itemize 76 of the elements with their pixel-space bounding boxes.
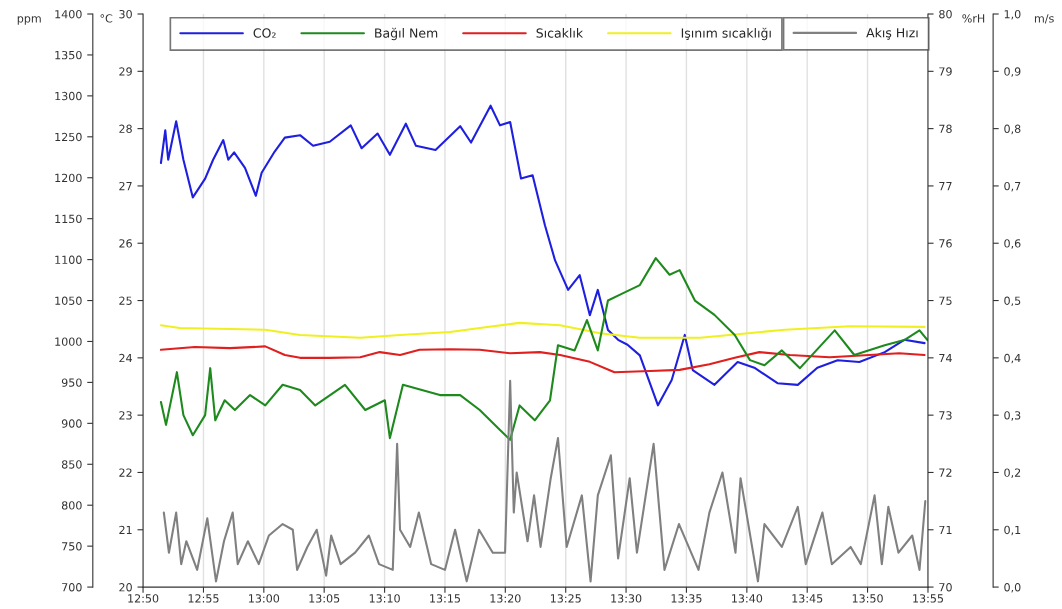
x-tick-label: 12:55 bbox=[188, 594, 219, 603]
y3-tick-label: 71 bbox=[939, 525, 952, 534]
y-tick-label: 0,9 bbox=[1004, 67, 1021, 77]
legend-label: CO₂ bbox=[253, 28, 276, 38]
y2-tick-label: 24 bbox=[119, 353, 133, 363]
y-tick-label: 750 bbox=[62, 542, 82, 551]
y2-tick-label: 28 bbox=[119, 124, 132, 133]
y3-tick-label: 74 bbox=[939, 353, 952, 363]
x-tick-label: 13:35 bbox=[671, 594, 702, 603]
y2-tick-label: 25 bbox=[119, 296, 132, 305]
line-series bbox=[159, 345, 926, 374]
line-series bbox=[159, 257, 928, 441]
y2-tick-label: 29 bbox=[119, 67, 132, 76]
y-tick-label: 1000 bbox=[55, 337, 82, 346]
y2-tick-label: 20 bbox=[119, 583, 132, 592]
y-tick-label: 1200 bbox=[55, 173, 82, 183]
y-axis-title: m/s bbox=[1034, 14, 1054, 24]
x-tick-label: 13:10 bbox=[369, 594, 400, 603]
legend-label: Sıcaklık bbox=[536, 28, 584, 38]
legend-label: Işınım sıcaklığı bbox=[681, 27, 771, 41]
line-series bbox=[159, 104, 926, 407]
y-tick-label: 950 bbox=[61, 378, 82, 387]
y2-tick-label: 27 bbox=[119, 181, 132, 191]
y-tick-label: 1050 bbox=[55, 296, 82, 305]
line-series bbox=[159, 321, 926, 339]
x-tick-label: 13:45 bbox=[792, 594, 823, 603]
legend-label: Bağıl Nem bbox=[375, 27, 438, 41]
y-tick-label: 1400 bbox=[55, 9, 82, 19]
y2-tick-label: 21 bbox=[119, 525, 132, 534]
y-axis-title: ppm bbox=[17, 16, 41, 25]
x-tick-label: 13:00 bbox=[249, 594, 280, 603]
y-tick-label: 1100 bbox=[55, 255, 82, 264]
y-tick-label: 0,5 bbox=[1004, 296, 1021, 307]
x-tick-label: 13:25 bbox=[550, 594, 581, 603]
y-tick-label: 0,2 bbox=[1004, 468, 1021, 478]
y2-tick-label: 30 bbox=[119, 9, 132, 19]
y-tick-label: 850 bbox=[61, 460, 82, 469]
y-tick-label: 1150 bbox=[55, 214, 82, 224]
x-tick-label: 13:30 bbox=[611, 594, 642, 603]
y2-axis-title: °C bbox=[100, 14, 113, 23]
y3-tick-label: 76 bbox=[939, 239, 952, 248]
y-tick-label: 800 bbox=[61, 501, 82, 510]
y3-tick-label: 73 bbox=[939, 411, 952, 420]
y-tick-label: 0,3 bbox=[1004, 411, 1021, 421]
x-tick-label: 13:55 bbox=[913, 594, 944, 603]
x-tick-label: 12:50 bbox=[128, 594, 159, 603]
y-tick-label: 900 bbox=[61, 419, 82, 428]
x-tick-label: 13:15 bbox=[430, 594, 460, 603]
x-tick-label: 13:05 bbox=[309, 594, 340, 603]
y-tick-label: 0,6 bbox=[1004, 239, 1021, 249]
y3-tick-label: 72 bbox=[939, 468, 952, 477]
x-tick-label: 13:40 bbox=[732, 594, 763, 603]
y-tick-label: 0,1 bbox=[1004, 525, 1021, 536]
y3-tick-label: 78 bbox=[939, 124, 952, 133]
y-tick-label: 1250 bbox=[55, 132, 82, 142]
y3-tick-label: 77 bbox=[939, 182, 952, 191]
y-tick-label: 1,0 bbox=[1004, 9, 1021, 20]
y-tick-label: 1300 bbox=[55, 91, 82, 101]
y-tick-label: 0,8 bbox=[1004, 124, 1021, 135]
y-tick-label: 1350 bbox=[55, 50, 82, 60]
y-tick-label: 0,4 bbox=[1004, 353, 1021, 364]
y3-tick-label: 75 bbox=[939, 296, 952, 305]
y3-tick-label: 80 bbox=[939, 9, 952, 19]
y2-tick-label: 26 bbox=[119, 239, 132, 248]
y3-tick-label: 70 bbox=[939, 583, 952, 592]
x-tick-label: 13:20 bbox=[490, 594, 521, 603]
y2-tick-label: 22 bbox=[119, 468, 132, 477]
x-tick-label: 13:50 bbox=[852, 594, 883, 603]
y-tick-label: 0,0 bbox=[1004, 583, 1021, 593]
line-series bbox=[162, 379, 927, 583]
y3-axis-title: %rH bbox=[962, 14, 985, 23]
y2-tick-label: 23 bbox=[119, 411, 132, 420]
y-tick-label: 700 bbox=[62, 583, 82, 592]
y3-tick-label: 79 bbox=[939, 67, 952, 76]
legend-label: Akış Hızı bbox=[866, 27, 918, 40]
y-tick-label: 0,7 bbox=[1004, 181, 1021, 192]
